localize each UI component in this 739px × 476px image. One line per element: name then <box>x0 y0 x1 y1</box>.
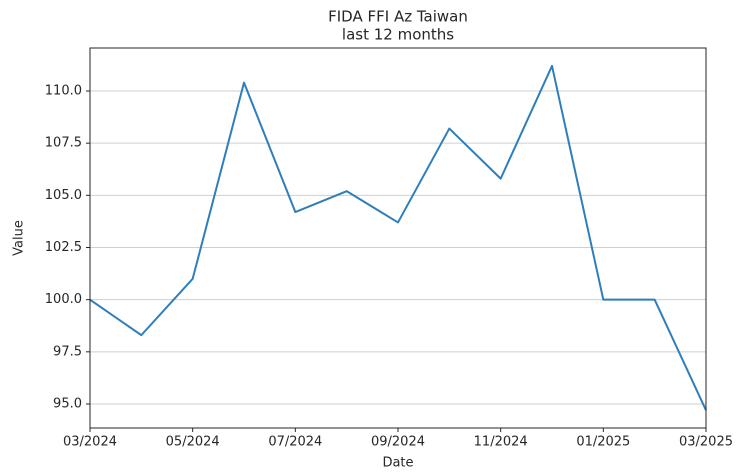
x-tick-label: 07/2024 <box>268 435 322 450</box>
x-tick-label: 03/2025 <box>679 435 733 450</box>
x-tick-label: 09/2024 <box>371 435 425 450</box>
x-axis-label: Date <box>382 456 413 471</box>
y-tick-label: 105.0 <box>45 188 82 203</box>
y-tick-label: 95.0 <box>53 397 82 412</box>
y-tick-label: 110.0 <box>45 83 82 98</box>
plot-frame <box>89 47 707 429</box>
y-tick-label: 97.5 <box>53 344 82 359</box>
x-tick-label: 01/2025 <box>576 435 630 450</box>
y-tick-label: 107.5 <box>45 136 82 151</box>
y-tick-label: 102.5 <box>45 240 82 255</box>
y-tick-label: 100.0 <box>45 292 82 307</box>
line-series <box>89 64 707 411</box>
chart-subtitle: last 12 months <box>342 26 454 44</box>
x-tick-label: 05/2024 <box>166 435 220 450</box>
y-axis-label: Value <box>12 220 27 256</box>
x-tick-label: 11/2024 <box>474 435 528 450</box>
chart-title: FIDA FFI Az Taiwan <box>328 8 468 26</box>
x-tick-label: 03/2024 <box>63 435 117 450</box>
